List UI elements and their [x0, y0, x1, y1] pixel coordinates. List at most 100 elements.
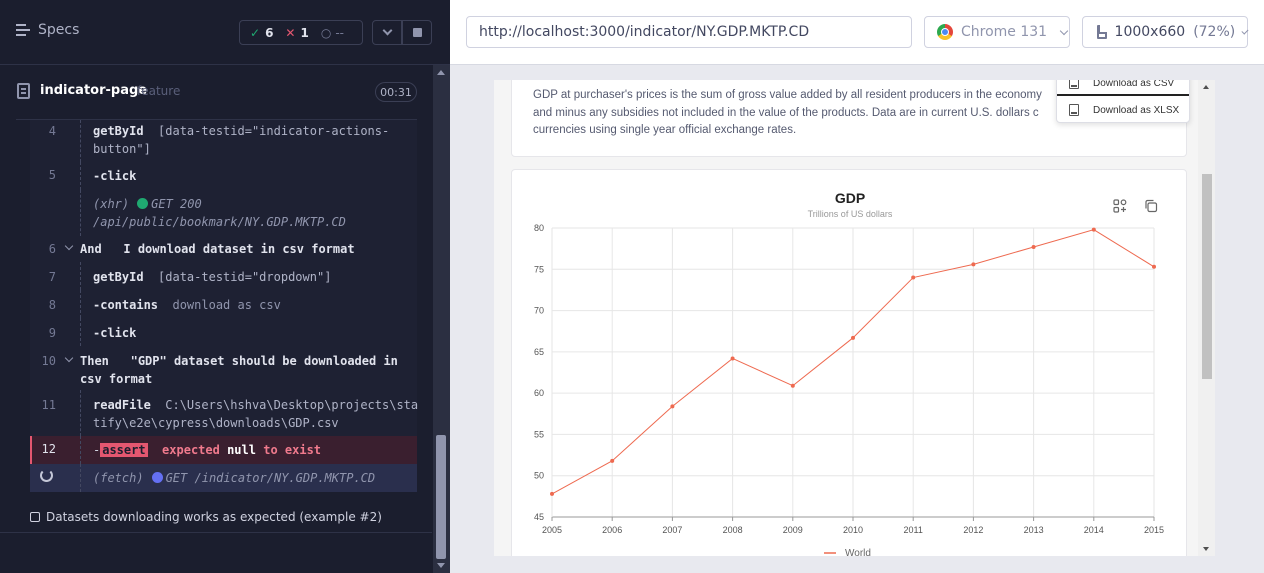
assert-text-end: to exist: [263, 443, 322, 457]
x-tick-label: 2007: [662, 525, 682, 535]
stop-button[interactable]: [402, 20, 432, 45]
status-dot-icon: [151, 472, 163, 483]
divider: [16, 119, 417, 120]
test-stats: ✓ 6 ✕ 1 ○ --: [239, 20, 363, 45]
scroll-down-icon[interactable]: [1203, 547, 1209, 551]
xhr-method: GET 200: [151, 197, 202, 211]
y-tick-label: 75: [534, 264, 544, 274]
chevron-down-icon: [64, 353, 74, 363]
options-dropdown-button[interactable]: [372, 20, 402, 45]
pending-icon: ○: [320, 25, 332, 40]
data-point: [790, 383, 795, 388]
command-arg: [data-testid="indicator-actions-: [158, 124, 390, 138]
chevron-down-icon: [382, 25, 392, 36]
y-tick-label: 60: [534, 388, 544, 398]
x-tick-label: 2013: [1024, 525, 1044, 535]
command-row[interactable]: 7 getById [data-testid="dropdown"]: [30, 262, 417, 290]
data-point: [1031, 244, 1036, 249]
viewport-icon: [1097, 25, 1107, 39]
y-tick-label: 55: [534, 429, 544, 439]
chevron-down-icon: [1059, 26, 1069, 35]
passed-count: 6: [265, 25, 274, 40]
iframe-scrollbar[interactable]: [1198, 80, 1215, 556]
command-name: readFile: [93, 398, 151, 412]
description-line: GDP at purchaser's prices is the sum of …: [533, 89, 1042, 101]
y-tick-label: 70: [534, 306, 544, 316]
specs-button[interactable]: Specs: [16, 22, 79, 38]
step-row[interactable]: 6 And I download dataset in csv format: [30, 236, 417, 262]
scroll-down-icon[interactable]: [437, 563, 445, 568]
chart-subtitle: Trillions of US dollars: [807, 209, 893, 219]
command-row[interactable]: 8 -contains download as csv: [30, 290, 417, 318]
pending-count: --: [335, 25, 344, 40]
line-number: 6: [48, 242, 56, 256]
command-name: getById: [93, 124, 144, 138]
spec-name: indicator-page: [40, 83, 148, 98]
command-list: 4 getById [data-testid="indicator-action…: [30, 120, 418, 492]
assert-text: expected: [162, 443, 220, 457]
url-bar[interactable]: http://localhost:3000/indicator/NY.GDP.M…: [466, 16, 912, 48]
chart-settings-icon[interactable]: [1113, 199, 1127, 213]
fetch-label: (fetch): [93, 471, 144, 485]
y-tick-label: 45: [534, 512, 544, 522]
y-tick-label: 65: [534, 347, 544, 357]
data-point: [670, 404, 675, 409]
spec-header: indicator-page feature 00:31: [0, 65, 432, 120]
xlsx-file-icon: [1069, 104, 1079, 116]
test-checkbox-icon: [30, 512, 40, 522]
data-point: [971, 262, 976, 267]
spec-type: feature: [137, 84, 181, 98]
xhr-row[interactable]: (xhr) GET 200 /api/public/bookmark/NY.GDP…: [30, 190, 417, 236]
browser-label: Chrome 131: [961, 24, 1048, 40]
data-point: [610, 458, 615, 463]
line-number: 9: [48, 326, 56, 340]
step-row[interactable]: 10 Then "GDP" dataset should be download…: [30, 346, 417, 390]
download-dropdown: Download as CSV Download as XLSX: [1056, 80, 1190, 123]
data-point: [851, 335, 855, 340]
x-tick-label: 2014: [1084, 525, 1104, 535]
download-xlsx-label: Download as XLSX: [1093, 104, 1180, 116]
step-keyword: Then: [80, 354, 109, 368]
browser-selector[interactable]: Chrome 131: [924, 16, 1070, 48]
x-tick-label: 2008: [723, 525, 743, 535]
command-row[interactable]: 9 -click: [30, 318, 417, 346]
chevron-down-icon: [1241, 27, 1249, 34]
scrollbar-thumb[interactable]: [1202, 174, 1212, 379]
aut-header: http://localhost:3000/indicator/NY.GDP.M…: [450, 0, 1264, 65]
fetch-row[interactable]: (fetch) GET /indicator/NY.GDP.MKTP.CD: [30, 464, 417, 492]
y-tick-label: 80: [534, 223, 544, 233]
chevron-down-icon: [64, 241, 74, 251]
command-arg-cont: tify\e2e\cypress\downloads\GDP.csv: [93, 416, 339, 430]
x-tick-label: 2006: [602, 525, 622, 535]
document-icon: [17, 83, 30, 99]
line-number: 4: [48, 124, 56, 138]
data-point: [550, 491, 554, 496]
scroll-up-icon[interactable]: [437, 70, 445, 75]
scrollbar-thumb[interactable]: [436, 435, 446, 559]
data-point: [911, 275, 916, 280]
line-number: 8: [48, 298, 56, 312]
viewport-info[interactable]: 1000x660 (72%): [1082, 16, 1249, 48]
fetch-path: /indicator/NY.GDP.MKTP.CD: [194, 471, 376, 485]
command-log-panel: Specs ✓ 6 ✕ 1 ○ -- indicator-page featur…: [0, 0, 450, 573]
test-item[interactable]: Datasets downloading works as expected (…: [30, 510, 382, 524]
csv-file-icon: [1069, 80, 1079, 89]
reporter-scrollbar[interactable]: [433, 65, 450, 573]
copy-icon[interactable]: [1144, 199, 1158, 213]
viewport-size: 1000x660: [1114, 24, 1186, 40]
x-tick-label: 2009: [783, 525, 803, 535]
command-row[interactable]: 5 -click: [30, 162, 417, 190]
failed-command-row[interactable]: 12 - assert expected null to exist: [30, 436, 417, 464]
spec-duration: 00:31: [375, 82, 417, 102]
command-row[interactable]: 11 readFile C:\Users\hshva\Desktop\proje…: [30, 390, 418, 436]
failed-icon: ✕: [285, 25, 296, 40]
command-arg-cont: button"]: [93, 142, 151, 156]
description-card: GDP at purchaser's prices is the sum of …: [511, 80, 1190, 157]
download-csv-option[interactable]: Download as CSV: [1057, 80, 1189, 96]
download-xlsx-option[interactable]: Download as XLSX: [1057, 98, 1189, 122]
xhr-path: /api/public/bookmark/NY.GDP.MKTP.CD: [93, 215, 346, 229]
scroll-up-icon[interactable]: [1203, 85, 1209, 89]
viewport-scale: (72%): [1193, 24, 1236, 40]
assert-value: null: [227, 443, 256, 457]
command-row[interactable]: 4 getById [data-testid="indicator-action…: [30, 120, 417, 162]
